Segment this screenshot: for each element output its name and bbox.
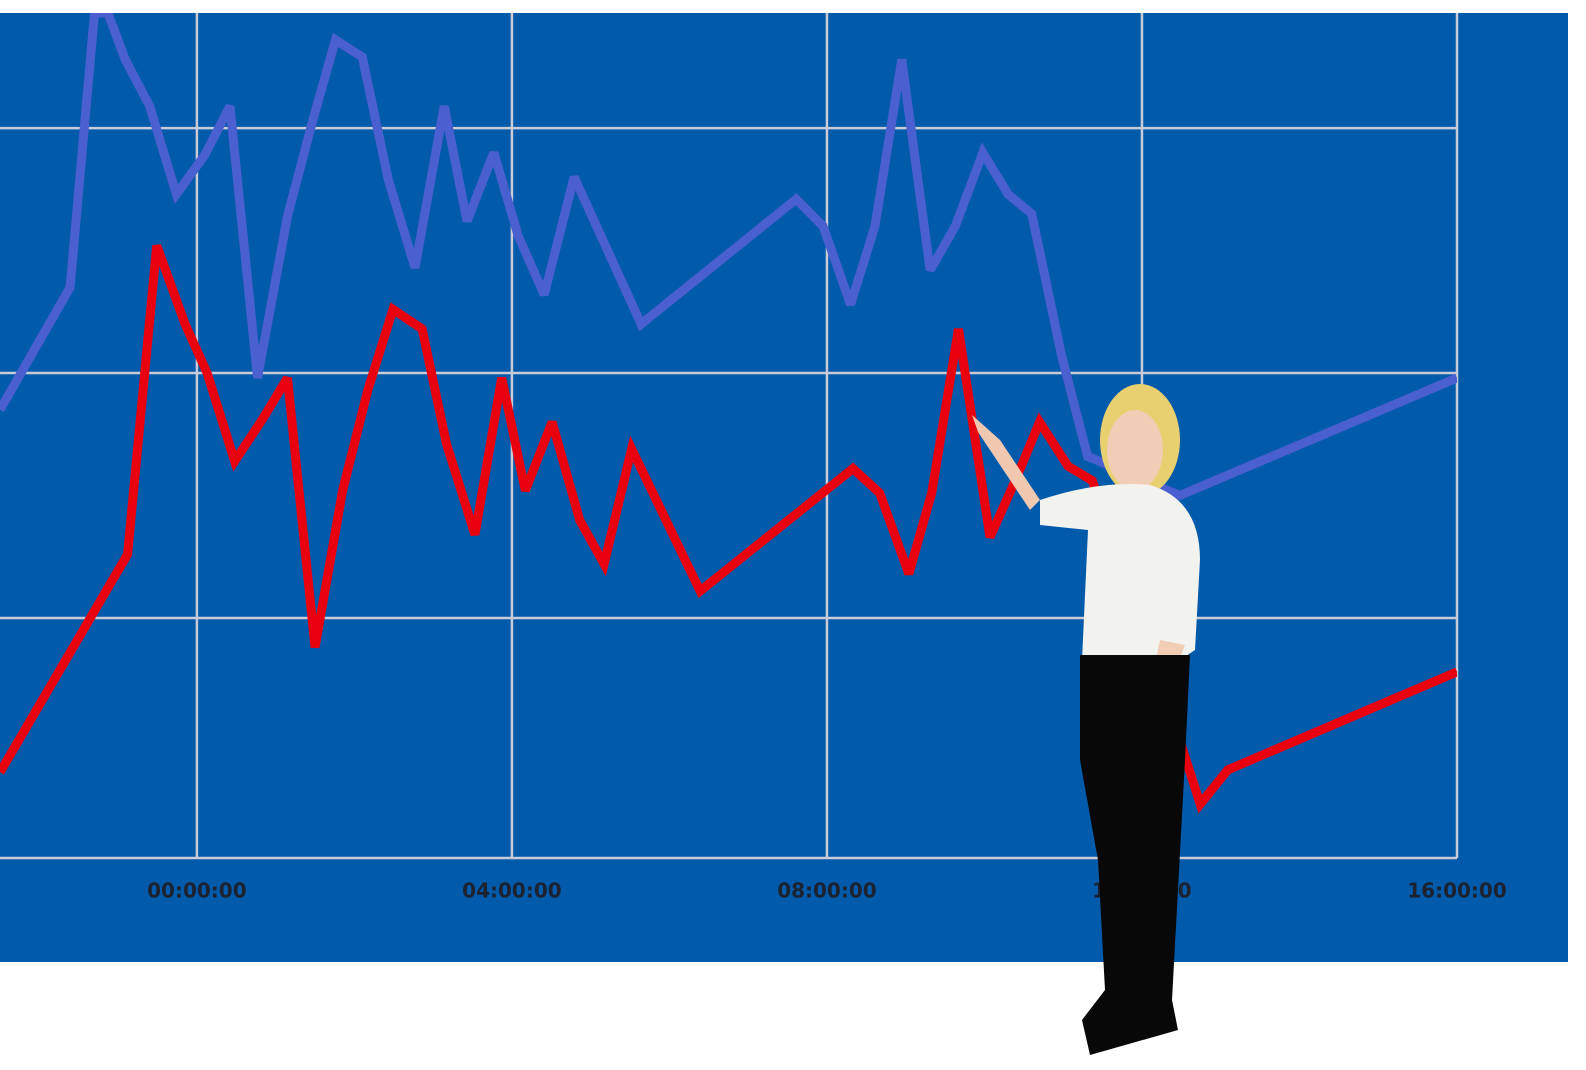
presenter — [972, 384, 1200, 1055]
chart-background — [0, 13, 1568, 962]
x-tick-label: 08:00:00 — [777, 879, 877, 903]
x-tick-label: 00:00:00 — [147, 879, 247, 903]
presenter-face — [1107, 410, 1163, 490]
presenter-pants — [1080, 655, 1190, 1055]
presenter-arm — [972, 415, 1040, 510]
line-series — [0, 244, 1457, 814]
x-tick-label: 16:00:00 — [1407, 879, 1507, 903]
presenter-shirt — [1040, 484, 1200, 660]
x-tick-label: 04:00:00 — [462, 879, 562, 903]
line-series — [0, 13, 1457, 501]
